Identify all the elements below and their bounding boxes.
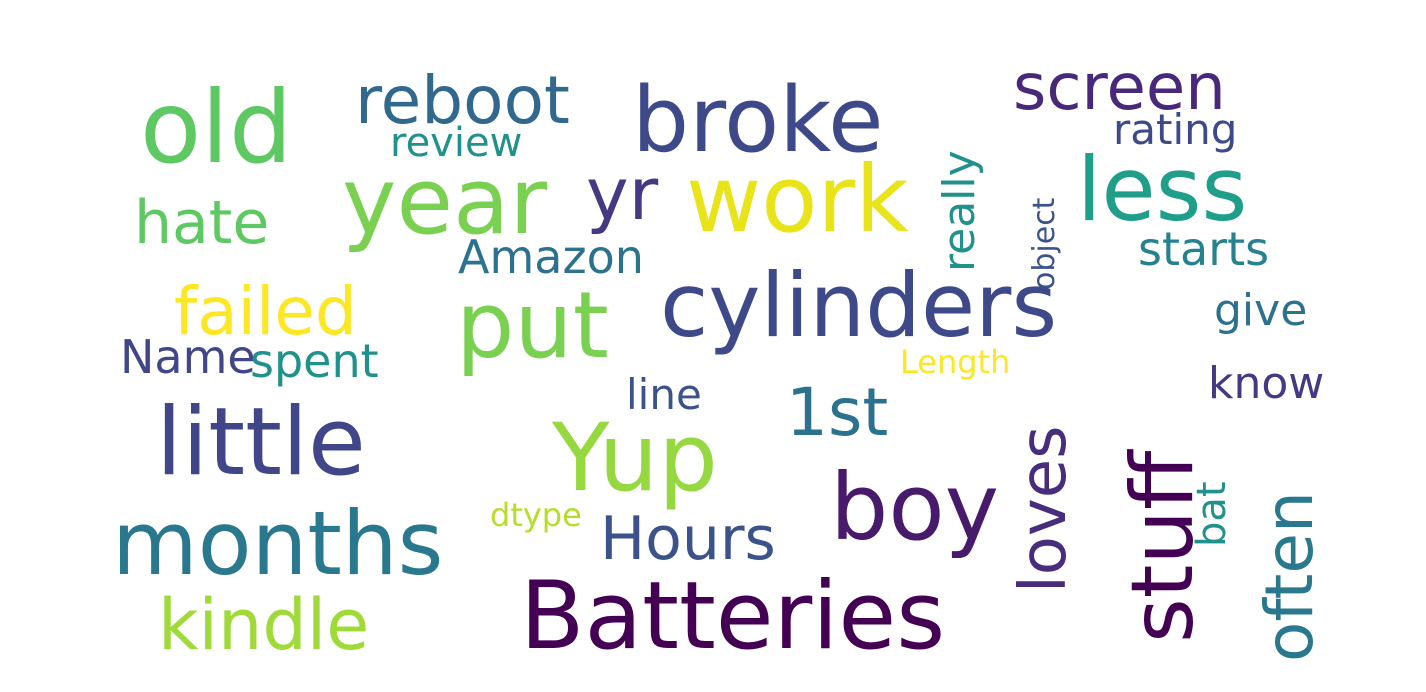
word: rating: [1113, 105, 1238, 154]
word: year: [342, 148, 548, 255]
word: review: [390, 120, 523, 166]
word: cylinders: [660, 254, 1058, 357]
word: Name: [120, 330, 256, 384]
word: Yup: [552, 404, 718, 513]
word: yr: [586, 152, 659, 236]
word: Amazon: [458, 230, 644, 284]
word: kindle: [158, 584, 370, 666]
word: old: [140, 69, 293, 186]
word: hate: [134, 188, 270, 258]
word: months: [112, 492, 444, 595]
word: Length: [900, 343, 1011, 381]
word: often: [1251, 491, 1328, 662]
word: give: [1214, 285, 1308, 336]
word: broke: [632, 68, 884, 173]
word: starts: [1138, 222, 1270, 276]
word: put: [456, 272, 609, 379]
word: reboot: [355, 62, 570, 139]
word: little: [156, 388, 366, 497]
word: work: [686, 146, 909, 253]
word: Hours: [600, 504, 776, 574]
word: dtype: [490, 496, 582, 534]
word: 1st: [786, 374, 889, 451]
word: Batteries: [520, 562, 946, 671]
word: less: [1077, 138, 1248, 241]
word: line: [626, 370, 702, 419]
word: failed: [174, 273, 357, 350]
word: bat: [1189, 481, 1235, 547]
word: spent: [250, 334, 379, 388]
word: know: [1208, 358, 1325, 409]
word: boy: [830, 454, 1000, 561]
word: screen: [1013, 51, 1226, 125]
word: loves: [1007, 425, 1081, 593]
